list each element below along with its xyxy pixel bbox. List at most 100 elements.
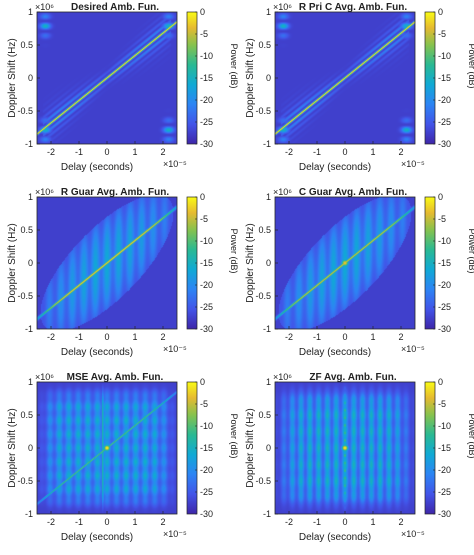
colorbar-tick-label: -10 xyxy=(438,421,451,431)
panel-title: MSE Avg. Amb. Fun. xyxy=(67,372,164,383)
x-tick-label: 0 xyxy=(104,147,109,157)
colorbar-tick-label: -20 xyxy=(438,280,451,290)
x-tick-label: -2 xyxy=(47,517,55,527)
x-tick-label: 2 xyxy=(160,517,165,527)
colorbar-label: Power (dB) xyxy=(467,228,474,273)
x-exponent-label: ×10⁻⁵ xyxy=(401,529,425,539)
x-tick-label: -1 xyxy=(75,332,83,342)
x-axis-label: Delay (seconds) xyxy=(299,347,371,358)
colorbar-tick-label: 0 xyxy=(200,192,205,202)
x-axis-label: Delay (seconds) xyxy=(299,162,371,173)
x-tick-label: -2 xyxy=(285,517,293,527)
y-tick-label: 0 xyxy=(266,73,271,83)
x-tick-label: -1 xyxy=(313,517,321,527)
y-tick-label: 0 xyxy=(266,443,271,453)
heatmap-image xyxy=(37,197,177,329)
y-tick-label: 1 xyxy=(28,192,33,202)
x-tick-label: -2 xyxy=(285,147,293,157)
y-tick-label: 0.5 xyxy=(258,225,271,235)
colorbar-tick-label: -25 xyxy=(438,487,451,497)
panel-title: C Guar Avg. Amb. Fun. xyxy=(299,187,408,198)
y-tick-label: 0.5 xyxy=(258,40,271,50)
y-tick-label: -0.5 xyxy=(17,106,33,116)
colorbar-label: Power (dB) xyxy=(229,43,239,88)
y-axis-label: Doppler Shift (Hz) xyxy=(7,408,18,487)
colorbar-tick-label: 0 xyxy=(200,377,205,387)
x-tick-label: 2 xyxy=(398,517,403,527)
x-tick-label: 2 xyxy=(160,332,165,342)
colorbar-tick-label: -5 xyxy=(438,214,446,224)
x-exponent-label: ×10⁻⁵ xyxy=(163,159,187,169)
y-tick-label: -0.5 xyxy=(255,106,271,116)
y-exponent-label: ×10⁶ xyxy=(273,2,292,12)
y-axis-label: Doppler Shift (Hz) xyxy=(245,38,256,117)
x-tick-label: -2 xyxy=(47,332,55,342)
colorbar-tick-label: -5 xyxy=(200,29,208,39)
y-tick-label: 0 xyxy=(28,443,33,453)
y-tick-label: 0.5 xyxy=(20,40,33,50)
x-tick-label: 0 xyxy=(342,517,347,527)
colorbar-tick-label: -5 xyxy=(200,399,208,409)
y-tick-label: -1 xyxy=(25,509,33,519)
y-tick-label: 0 xyxy=(28,73,33,83)
y-axis-label: Doppler Shift (Hz) xyxy=(245,223,256,302)
colorbar-tick-label: -30 xyxy=(200,509,213,519)
heatmap-image xyxy=(275,382,415,514)
y-tick-label: 0.5 xyxy=(20,410,33,420)
y-tick-label: 0.5 xyxy=(20,225,33,235)
heatmap-image xyxy=(275,197,415,329)
x-tick-label: 2 xyxy=(160,147,165,157)
x-axis-label: Delay (seconds) xyxy=(61,162,133,173)
y-tick-label: 1 xyxy=(266,377,271,387)
colorbar-label: Power (dB) xyxy=(229,413,239,458)
chart-panel: -2 -1 0 1 210.50-0.5-1×10⁶×10⁻⁵R Guar Avg. A… xyxy=(7,187,239,358)
x-axis-label: Delay (seconds) xyxy=(61,532,133,543)
x-tick-label: 0 xyxy=(104,332,109,342)
panel-title: ZF Avg. Amb. Fun. xyxy=(309,372,396,383)
panel-title: R Guar Avg. Amb. Fun. xyxy=(61,187,170,198)
x-tick-label: -1 xyxy=(313,147,321,157)
x-exponent-label: ×10⁻⁵ xyxy=(163,529,187,539)
y-tick-label: -1 xyxy=(263,509,271,519)
x-tick-label: -1 xyxy=(313,332,321,342)
chart-panel: -2 -1 0 1 210.50-0.5-1×10⁶×10⁻⁵ZF Avg. Amb. … xyxy=(245,372,474,543)
colorbar-tick-label: -30 xyxy=(438,509,451,519)
heatmap-image xyxy=(275,12,415,144)
colorbar-tick-label: -15 xyxy=(438,443,451,453)
colorbar-tick-label: -30 xyxy=(438,324,451,334)
colorbar-tick-label: -25 xyxy=(200,302,213,312)
colorbar-tick-label: 0 xyxy=(438,377,443,387)
heatmap-image xyxy=(37,382,177,514)
y-axis-label: Doppler Shift (Hz) xyxy=(7,223,18,302)
x-tick-label: 0 xyxy=(342,147,347,157)
y-tick-label: -0.5 xyxy=(255,291,271,301)
colorbar-tick-label: -30 xyxy=(438,139,451,149)
y-tick-label: 1 xyxy=(28,7,33,17)
chart-panel: -2 -1 0 1 210.50-0.5-1×10⁶×10⁻⁵R Pri C Avg. … xyxy=(245,2,474,173)
colorbar-label: Power (dB) xyxy=(467,43,474,88)
colorbar-tick-label: -20 xyxy=(200,465,213,475)
panel-title: Desired Amb. Fun. xyxy=(71,2,159,13)
x-tick-label: 2 xyxy=(398,147,403,157)
chart-panel: -2 -1 0 1 210.50-0.5-1×10⁶×10⁻⁵C Guar Avg. A… xyxy=(245,187,474,358)
y-tick-label: 1 xyxy=(266,192,271,202)
colorbar-tick-label: -10 xyxy=(200,236,213,246)
x-tick-label: 1 xyxy=(132,147,137,157)
colorbar-tick-label: -30 xyxy=(200,139,213,149)
y-tick-label: -0.5 xyxy=(17,476,33,486)
x-exponent-label: ×10⁻⁵ xyxy=(163,344,187,354)
colorbar-tick-label: -15 xyxy=(200,258,213,268)
x-tick-label: 0 xyxy=(104,517,109,527)
x-tick-label: 1 xyxy=(370,332,375,342)
y-exponent-label: ×10⁶ xyxy=(35,2,54,12)
colorbar-tick-label: 0 xyxy=(438,7,443,17)
colorbar-tick-label: -10 xyxy=(438,236,451,246)
x-tick-label: 1 xyxy=(132,517,137,527)
colorbar-tick-label: -10 xyxy=(200,421,213,431)
colorbar-tick-label: -5 xyxy=(438,399,446,409)
x-axis-label: Delay (seconds) xyxy=(61,347,133,358)
colorbar-tick-label: -20 xyxy=(200,95,213,105)
y-tick-label: -1 xyxy=(263,324,271,334)
